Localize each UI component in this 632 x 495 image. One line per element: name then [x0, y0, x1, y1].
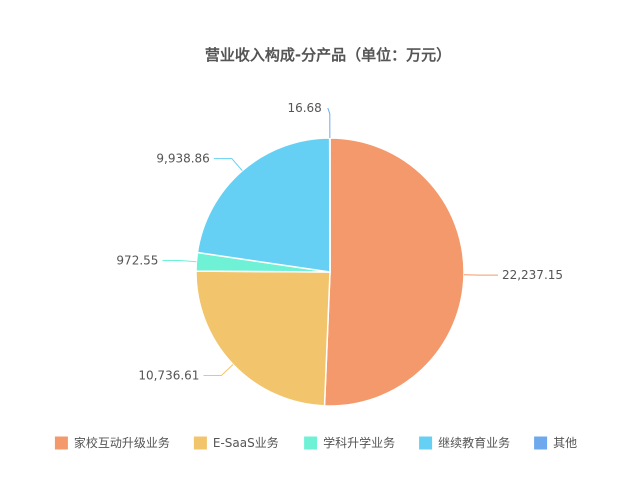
label-line-2	[162, 260, 197, 263]
label-line-3	[213, 158, 243, 172]
legend-swatch-3[interactable]	[419, 436, 433, 450]
legend-swatch-2[interactable]	[304, 436, 318, 450]
data-labels: 22,237.15 10,736.61 972.55 9,938.86 16.68	[116, 101, 563, 383]
legend-label-3[interactable]: 继续教育业务	[438, 435, 510, 450]
chart-title: 营业收入构成-分产品（单位：万元）	[205, 46, 451, 64]
pie-slices	[195, 137, 465, 407]
legend-label-4[interactable]: 其他	[553, 436, 577, 450]
legend: 家校互动升级业务 E-SaaS业务 学科升学业务 继续教育业务 其他	[54, 435, 577, 450]
data-label-0: 22,237.15	[502, 268, 563, 282]
label-line-4	[327, 107, 331, 139]
data-label-1: 10,736.61	[138, 369, 199, 383]
legend-label-0[interactable]: 家校互动升级业务	[74, 435, 170, 450]
legend-swatch-0[interactable]	[54, 436, 68, 450]
legend-label-2[interactable]: 学科升学业务	[323, 435, 395, 450]
legend-label-1[interactable]: E-SaaS业务	[213, 435, 279, 450]
legend-swatch-4[interactable]	[534, 436, 548, 450]
pie-slice-0[interactable]	[323, 137, 465, 407]
pie-slice-1[interactable]	[195, 270, 331, 407]
data-label-4: 16.68	[287, 101, 321, 115]
label-line-1	[203, 364, 234, 377]
data-label-3: 9,938.86	[156, 152, 209, 166]
data-label-2: 972.55	[116, 254, 158, 268]
legend-swatch-1[interactable]	[193, 436, 207, 450]
